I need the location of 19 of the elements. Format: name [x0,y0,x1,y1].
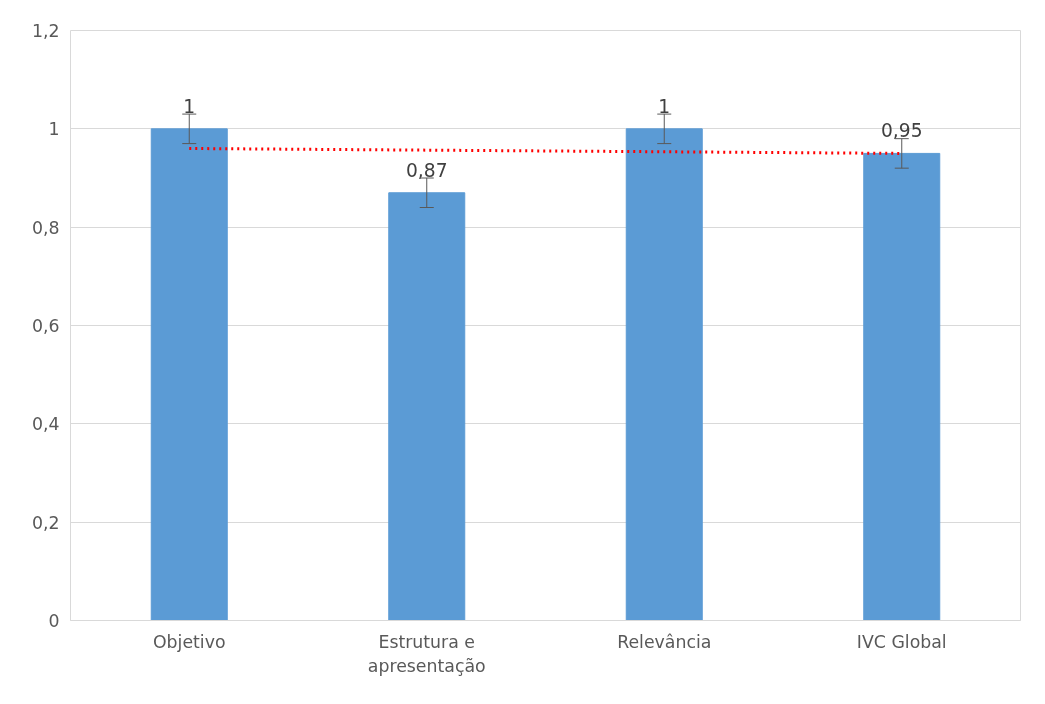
data-label: 0,95 [880,120,923,142]
bar [150,128,228,621]
y-tick-label: 1,2 [31,21,60,41]
bar [863,152,941,621]
bar [388,192,466,621]
x-tick-label: Relevância [617,631,712,652]
y-tick-label: 0,6 [31,316,60,336]
y-tick-label: 0,4 [31,414,60,435]
x-tick-label: IVC Global [856,631,947,652]
x-tick-label: Estrutura e apresentação [367,631,486,676]
y-tick-label: 0 [48,611,60,631]
data-label: 0,87 [405,159,448,181]
data-label: 1 [658,95,671,117]
bar [625,128,703,621]
y-tick-label: 1 [48,119,60,140]
y-tick-label: 0,8 [31,217,60,238]
y-tick-label: 0,2 [31,512,60,533]
x-tick-label: Objetivo [152,631,226,652]
data-label: 1 [183,95,196,117]
